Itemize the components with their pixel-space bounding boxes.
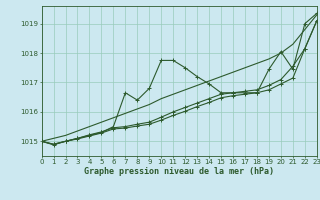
X-axis label: Graphe pression niveau de la mer (hPa): Graphe pression niveau de la mer (hPa) — [84, 167, 274, 176]
